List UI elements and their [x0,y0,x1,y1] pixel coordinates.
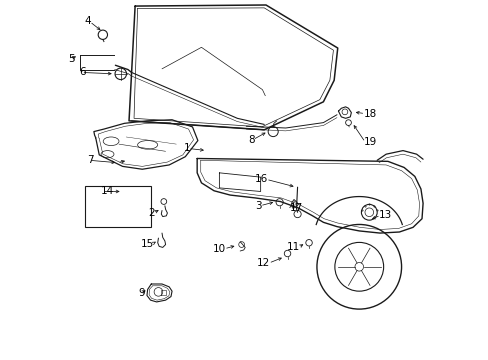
Text: 11: 11 [286,242,300,252]
Text: 12: 12 [257,258,270,268]
Text: 8: 8 [247,135,254,145]
Text: 4: 4 [84,17,91,27]
Text: 16: 16 [254,174,267,184]
Text: 1: 1 [183,143,190,153]
Text: 18: 18 [363,109,376,119]
Text: 14: 14 [100,186,113,197]
Text: 15: 15 [141,239,154,249]
Text: 17: 17 [289,203,302,213]
Text: 3: 3 [255,201,261,211]
Text: 2: 2 [148,208,155,218]
Text: 5: 5 [68,54,75,64]
Text: 19: 19 [363,138,376,147]
FancyBboxPatch shape [85,186,150,227]
Text: 7: 7 [87,155,94,165]
Text: 10: 10 [212,244,225,254]
Text: 9: 9 [139,288,145,298]
Text: 6: 6 [80,67,86,77]
Text: 13: 13 [378,210,391,220]
